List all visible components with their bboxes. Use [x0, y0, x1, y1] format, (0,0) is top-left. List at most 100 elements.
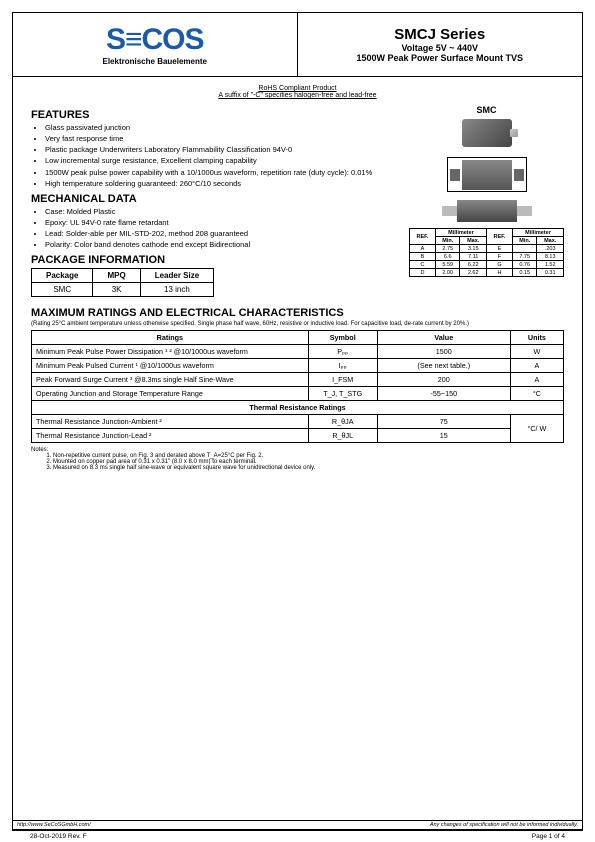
mechanical-heading: MECHANICAL DATA — [31, 193, 399, 205]
ratings-cell: 1500 — [377, 345, 510, 359]
header: S≡COS Elektronische Bauelemente SMCJ Ser… — [13, 13, 582, 77]
two-column-layout: FEATURES Glass passivated junction Very … — [31, 105, 564, 297]
dim-cell: A — [410, 245, 436, 253]
dim-cell: H — [486, 269, 512, 277]
outline-drawing-top — [447, 157, 527, 192]
dim-cell: 6.6 — [436, 253, 460, 261]
thermal-unit: °C/ W — [510, 415, 563, 443]
note-item: Measured on 8.3 ms single half sine-wave… — [53, 465, 564, 471]
ratings-cell: A — [510, 373, 563, 387]
feature-item: High temperature soldering guaranteed: 2… — [45, 179, 399, 189]
features-list: Glass passivated junction Very fast resp… — [31, 123, 399, 189]
lead-icon — [514, 169, 524, 181]
ratings-cell: A — [510, 359, 563, 373]
pkg-header: MPQ — [93, 269, 140, 283]
feature-item: Very fast response time — [45, 134, 399, 144]
series-title: SMCJ Series — [394, 26, 485, 43]
dim-header: Min. — [436, 237, 460, 245]
outline-body-icon — [457, 200, 517, 222]
pkg-cell: 13 inch — [140, 283, 213, 297]
dim-header: Millimeter — [513, 229, 564, 237]
notes-section: Notes: Non-repetitive current pulse, on … — [31, 447, 564, 471]
footer-page: Page 1 of 4 — [532, 833, 565, 840]
ratings-cell: Minimum Peak Pulsed Current ¹ @10/1000us… — [32, 359, 309, 373]
mechanical-list: Case: Molded Plastic Epoxy: UL 94V-0 rat… — [31, 207, 399, 251]
features-heading: FEATURES — [31, 109, 399, 121]
dim-cell: 5.59 — [436, 261, 460, 269]
dim-header: REF. — [486, 229, 512, 245]
feature-item: Glass passivated junction — [45, 123, 399, 133]
mechanical-item: Case: Molded Plastic — [45, 207, 399, 217]
series-voltage: Voltage 5V ~ 440V — [401, 43, 478, 53]
footer-inner: http://www.SeCoSGmbH.com/ Any changes of… — [13, 820, 582, 829]
feature-item: Low incremental surge resistance, Excell… — [45, 156, 399, 166]
ratings-cell: Iₚₚ — [308, 359, 377, 373]
dim-cell: G — [486, 261, 512, 269]
dim-cell: 1.52 — [537, 261, 564, 269]
right-column: SMC REF. Millimeter REF. Millimeter — [409, 105, 564, 297]
dim-cell: F — [486, 253, 512, 261]
smc-3d-icon — [462, 119, 512, 147]
series-power: 1500W Peak Power Surface Mount TVS — [356, 53, 523, 63]
ratings-cell: Peak Forward Surge Current ³ @8.3ms sing… — [32, 373, 309, 387]
dim-cell: 2.62 — [460, 269, 487, 277]
ratings-cell: Pₚₚ — [308, 345, 377, 359]
ratings-cell: T_J, T_STG — [308, 387, 377, 401]
dim-header: REF. — [410, 229, 436, 245]
footer-url: http://www.SeCoSGmbH.com/ — [17, 822, 91, 828]
dim-cell: 8.13 — [537, 253, 564, 261]
dim-cell: 0.15 — [513, 269, 537, 277]
thermal-cell: 15 — [377, 429, 510, 443]
ratings-header: Units — [510, 331, 563, 345]
dimension-table: REF. Millimeter REF. Millimeter Min. Max… — [409, 228, 564, 277]
dim-cell: C — [410, 261, 436, 269]
footer-bottom: 28-Oct-2019 Rev. F Page 1 of 4 — [12, 830, 583, 840]
dim-cell: 0.31 — [537, 269, 564, 277]
dim-cell: E — [486, 245, 512, 253]
ratings-cell: Operating Junction and Storage Temperatu… — [32, 387, 309, 401]
dim-cell: 2.00 — [436, 269, 460, 277]
ratings-cell: Minimum Peak Pulse Power Dissipation ¹ ²… — [32, 345, 309, 359]
ratings-table: Ratings Symbol Value Units Minimum Peak … — [31, 330, 564, 443]
page-frame: S≡COS Elektronische Bauelemente SMCJ Ser… — [12, 12, 583, 830]
dim-cell — [513, 245, 537, 253]
logo: S≡COS — [106, 23, 204, 57]
feature-item: Plastic package Underwriters Laboratory … — [45, 145, 399, 155]
pkg-cell: 3K — [93, 283, 140, 297]
thermal-cell: Thermal Resistance Junction-Ambient ² — [32, 415, 309, 429]
ratings-header: Value — [377, 331, 510, 345]
max-ratings-note: (Rating 25°C ambient temperature unless … — [31, 321, 564, 327]
body-icon — [462, 160, 512, 190]
dim-header: Max. — [460, 237, 487, 245]
dim-header: Max. — [537, 237, 564, 245]
max-ratings-heading: MAXIMUM RATINGS AND ELECTRICAL CHARACTER… — [31, 307, 564, 319]
thermal-cell: Thermal Resistance Junction-Lead ² — [32, 429, 309, 443]
ratings-cell: -55~150 — [377, 387, 510, 401]
dim-cell: 3.15 — [460, 245, 487, 253]
dim-cell: .203 — [537, 245, 564, 253]
dim-header: Millimeter — [436, 229, 487, 237]
ratings-cell: °C — [510, 387, 563, 401]
left-column: FEATURES Glass passivated junction Very … — [31, 105, 399, 297]
thermal-cell: R_θJL — [308, 429, 377, 443]
pkg-header: Leader Size — [140, 269, 213, 283]
dim-cell: 2.75 — [436, 245, 460, 253]
thermal-cell: R_θJA — [308, 415, 377, 429]
ratings-cell: I_FSM — [308, 373, 377, 387]
footer-disclaimer: Any changes of specification will not be… — [430, 822, 578, 828]
feature-item: 1500W peak pulse power capability with a… — [45, 168, 399, 178]
ratings-cell: W — [510, 345, 563, 359]
dim-cell: 7.11 — [460, 253, 487, 261]
ratings-cell: 200 — [377, 373, 510, 387]
header-logo-cell: S≡COS Elektronische Bauelemente — [13, 13, 298, 76]
rohs-line: RoHS Compliant Product — [31, 85, 564, 92]
rohs-sub: A suffix of "-C" specifies halogen-free … — [31, 92, 564, 99]
mechanical-item: Epoxy: UL 94V-0 rate flame retardant — [45, 218, 399, 228]
package-info-heading: PACKAGE INFORMATION — [31, 254, 399, 266]
lead-icon — [450, 169, 460, 181]
smc-label: SMC — [409, 105, 564, 115]
header-title-cell: SMCJ Series Voltage 5V ~ 440V 1500W Peak… — [298, 13, 583, 76]
dim-cell: B — [410, 253, 436, 261]
pkg-cell: SMC — [32, 283, 93, 297]
dim-header: Min. — [513, 237, 537, 245]
